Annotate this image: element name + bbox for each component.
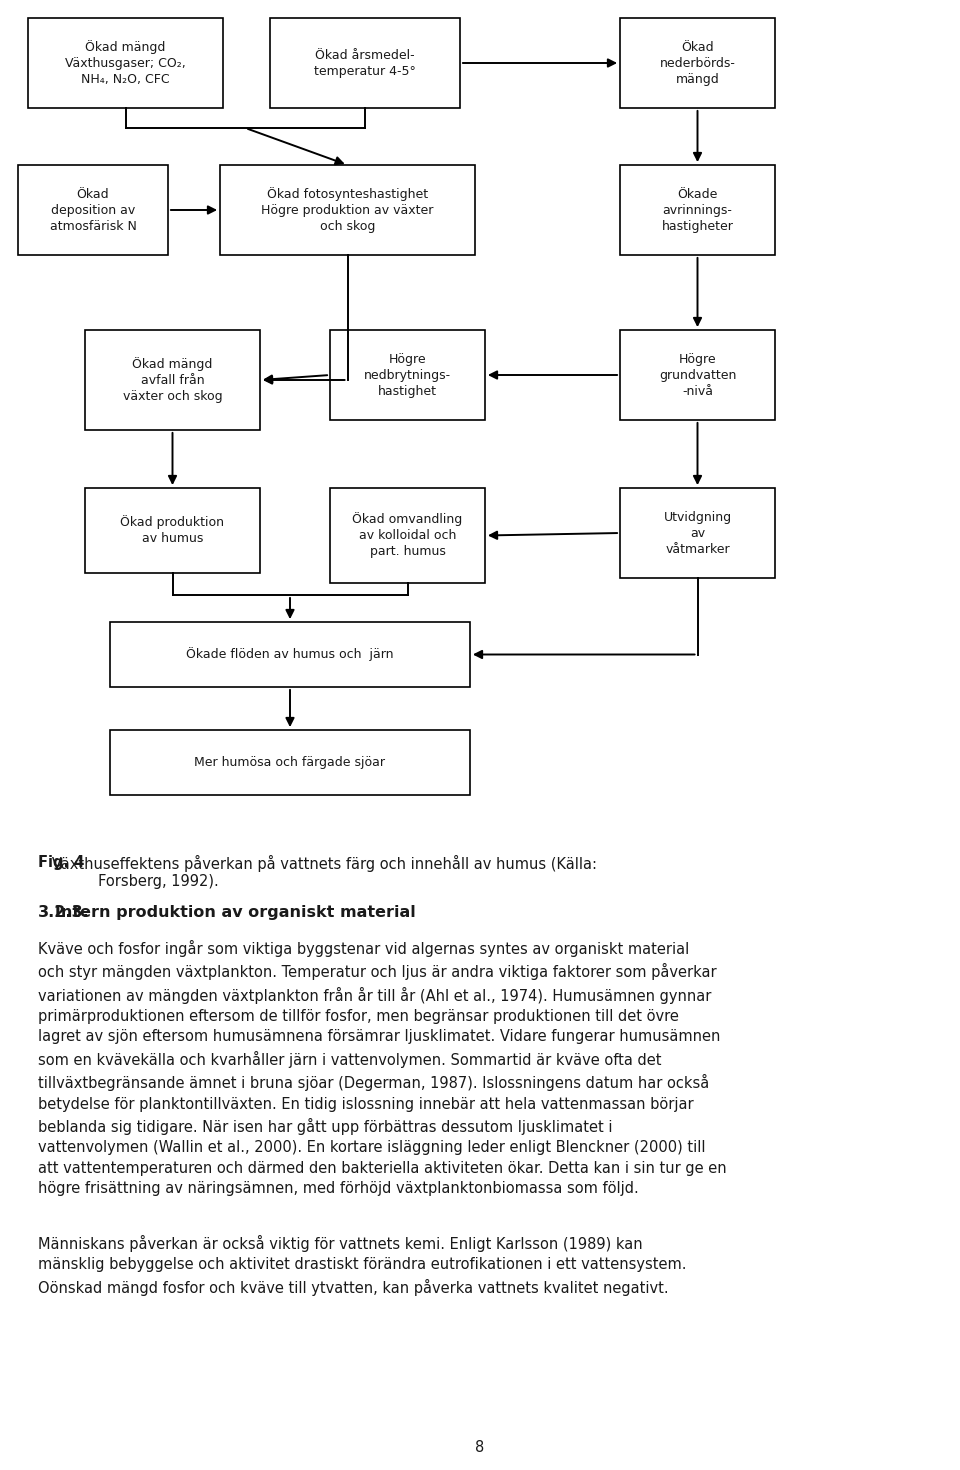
Text: Ökad mängd
avfall från
växter och skog: Ökad mängd avfall från växter och skog	[123, 357, 223, 403]
Text: Ökad omvandling
av kolloidal och
part. humus: Ökad omvandling av kolloidal och part. h…	[352, 513, 463, 559]
Text: Ökad mängd
Växthusgaser; CO₂,
NH₄, N₂O, CFC: Ökad mängd Växthusgaser; CO₂, NH₄, N₂O, …	[65, 40, 186, 85]
Bar	[620, 165, 775, 254]
Text: 3.2.3.: 3.2.3.	[38, 906, 89, 920]
Text: Växthuseffektens påverkan på vattnets färg och innehåll av humus (Källa:
       : Växthuseffektens påverkan på vattnets fä…	[38, 856, 597, 889]
Bar	[620, 329, 775, 420]
Text: Ökad fotosynteshastighet
Högre produktion av växter
och skog: Ökad fotosynteshastighet Högre produktio…	[261, 187, 434, 232]
Text: Intern produktion av organiskt material: Intern produktion av organiskt material	[38, 906, 416, 920]
Text: Ökad produktion
av humus: Ökad produktion av humus	[121, 516, 225, 545]
Text: Människans påverkan är också viktig för vattnets kemi. Enligt Karlsson (1989) ka: Människans påverkan är också viktig för …	[38, 1235, 686, 1295]
Text: Ökade
avrinnings-
hastigheter: Ökade avrinnings- hastigheter	[661, 188, 733, 232]
Text: 8: 8	[475, 1441, 485, 1455]
Bar	[620, 488, 775, 578]
Bar	[85, 488, 260, 573]
Text: Ökad årsmedel-
temperatur 4-5°: Ökad årsmedel- temperatur 4-5°	[314, 49, 416, 78]
Bar	[330, 488, 485, 584]
Text: Ökad
nederbörds-
mängd: Ökad nederbörds- mängd	[660, 41, 735, 85]
Text: Kväve och fosfor ingår som viktiga byggstenar vid algernas syntes av organiskt m: Kväve och fosfor ingår som viktiga byggs…	[38, 939, 727, 1197]
Text: Fig. 4: Fig. 4	[38, 856, 84, 870]
Text: Högre
grundvatten
-nivå: Högre grundvatten -nivå	[659, 353, 736, 397]
Bar	[330, 329, 485, 420]
Bar	[270, 18, 460, 107]
Text: Mer humösa och färgade sjöar: Mer humösa och färgade sjöar	[195, 756, 386, 769]
Bar	[220, 165, 475, 254]
Bar	[620, 18, 775, 107]
Text: Ökad
deposition av
atmosfärisk N: Ökad deposition av atmosfärisk N	[50, 188, 136, 232]
Bar	[110, 731, 470, 795]
Text: Högre
nedbrytnings-
hastighet: Högre nedbrytnings- hastighet	[364, 353, 451, 397]
Bar	[85, 329, 260, 431]
Bar	[18, 165, 168, 254]
Text: Ökade flöden av humus och  järn: Ökade flöden av humus och järn	[186, 647, 394, 662]
Text: Utvidgning
av
våtmarker: Utvidgning av våtmarker	[663, 510, 732, 556]
Bar	[110, 622, 470, 686]
Bar	[28, 18, 223, 107]
